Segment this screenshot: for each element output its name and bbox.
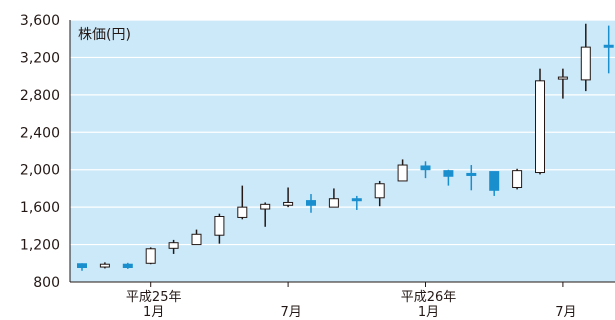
candle-body xyxy=(512,170,523,188)
candle xyxy=(122,262,133,269)
y-axis: 800 1,200 1,600 2,000 2,400 2,800 3,200 3,600 xyxy=(20,13,615,291)
candle xyxy=(489,171,500,196)
candle-body xyxy=(145,248,156,264)
candle-body xyxy=(260,203,271,210)
candle xyxy=(283,187,294,208)
candle xyxy=(535,68,545,175)
candle xyxy=(443,169,454,186)
candle-body xyxy=(306,200,316,206)
candle-body xyxy=(191,233,202,246)
candle xyxy=(351,195,362,210)
candle-body xyxy=(489,171,500,191)
candle-body xyxy=(168,242,179,249)
candle xyxy=(328,188,339,208)
candle-body xyxy=(351,198,362,202)
candle-body xyxy=(420,165,431,171)
y-tick-label: 2,800 xyxy=(20,88,60,104)
y-tick-label: 1,600 xyxy=(20,200,60,216)
candle xyxy=(306,194,316,213)
x-tick-label-month: 7月 xyxy=(280,305,301,320)
candle xyxy=(168,239,179,254)
plot-background xyxy=(70,20,615,282)
candle-body xyxy=(535,80,545,174)
y-tick-label: 3,600 xyxy=(20,13,60,29)
candle xyxy=(512,168,523,190)
candles-group xyxy=(77,23,614,271)
candle xyxy=(580,23,591,92)
candle xyxy=(466,165,477,191)
candle-body xyxy=(214,216,225,236)
candle-body xyxy=(374,183,385,199)
candle-body xyxy=(443,170,454,177)
candle-body xyxy=(557,76,568,80)
candle-body xyxy=(99,263,110,268)
candle-body xyxy=(580,46,591,81)
candle xyxy=(397,159,408,182)
y-tick-label: 1,200 xyxy=(20,238,60,254)
candle xyxy=(260,202,271,227)
y-tick-label: 2,000 xyxy=(20,163,60,179)
gridlines xyxy=(70,19,615,246)
candle-body xyxy=(397,164,408,182)
x-tick-label-month: 7月 xyxy=(555,305,576,320)
candle-body xyxy=(603,44,614,48)
candle-body xyxy=(328,198,339,208)
x-tick-label-year: 平成26年 xyxy=(401,290,457,305)
y-tick-label: 2,400 xyxy=(20,125,60,141)
candle xyxy=(191,229,202,246)
x-tick-label-year: 平成25年 xyxy=(126,290,182,305)
x-tick-label-month: 1月 xyxy=(418,305,439,320)
candle-body xyxy=(283,201,294,206)
candle-body xyxy=(122,263,133,268)
candle xyxy=(77,263,87,271)
y-tick-label: 800 xyxy=(33,275,60,291)
candle-body xyxy=(77,263,87,268)
candle xyxy=(374,180,385,207)
candle xyxy=(145,247,156,265)
candle xyxy=(557,68,568,99)
y-tick-label: 3,200 xyxy=(20,50,60,66)
candle-body xyxy=(237,206,248,218)
candle xyxy=(603,25,614,74)
x-tick-label-month: 1月 xyxy=(143,305,164,320)
candle xyxy=(214,213,225,244)
candle xyxy=(237,185,248,220)
chart-title: 株価(円) xyxy=(78,27,131,43)
candle-body xyxy=(466,172,477,176)
candle xyxy=(99,262,110,269)
candle xyxy=(420,161,431,179)
